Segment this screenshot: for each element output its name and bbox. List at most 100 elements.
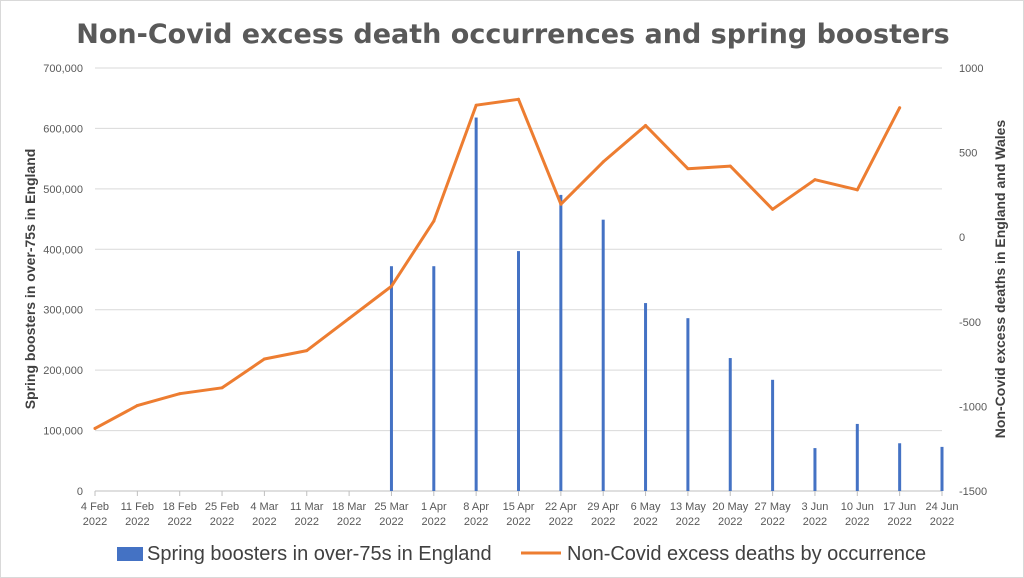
x-tick-label: 11 Mar (290, 501, 324, 513)
bar (517, 251, 520, 491)
line-point (389, 284, 393, 288)
bar (559, 194, 563, 491)
line-series-path (93, 97, 902, 430)
x-tick-label: 17 Jun (883, 501, 916, 513)
x-tick-year: 2022 (337, 516, 361, 528)
x-tick-year: 2022 (295, 516, 319, 528)
bar (644, 303, 648, 491)
line-point (644, 124, 648, 128)
bar (601, 219, 605, 491)
line-point (347, 316, 351, 320)
x-tick-label: 29 Apr (587, 501, 619, 513)
right-axis-title: Non-Covid excess deaths in England and W… (992, 120, 1008, 439)
legend-bar-swatch (117, 547, 143, 561)
right-tick-label: -500 (959, 317, 981, 329)
x-tick-label: 10 Jun (841, 501, 874, 513)
line-point (771, 207, 775, 211)
left-tick-label: 300,000 (43, 305, 83, 317)
line-point (93, 426, 97, 430)
x-tick-year: 2022 (887, 516, 911, 528)
x-tick-label: 3 Jun (801, 501, 828, 513)
line-point (898, 106, 902, 110)
x-tick-label: 27 May (755, 501, 792, 513)
x-tick-label: 25 Feb (205, 501, 239, 513)
line-point (432, 219, 436, 223)
legend-line-label: Non-Covid excess deaths by occurrence (567, 543, 926, 565)
bar-series (389, 117, 944, 492)
x-tick-year: 2022 (83, 516, 107, 528)
line-point (517, 97, 520, 101)
x-tick-label: 4 Feb (81, 501, 109, 513)
x-tick-year: 2022 (676, 516, 700, 528)
line-point (178, 392, 182, 396)
x-tick-year: 2022 (252, 516, 276, 528)
bar (898, 443, 902, 491)
bar (855, 423, 859, 491)
bar (728, 358, 732, 491)
line-point (474, 103, 478, 107)
x-tick-year: 2022 (845, 516, 869, 528)
bar (432, 266, 436, 491)
line-point (220, 386, 224, 390)
x-tick-label: 6 May (631, 501, 661, 513)
line-point (855, 188, 859, 192)
line-point (686, 167, 690, 171)
bar (813, 448, 817, 491)
x-tick-year: 2022 (760, 516, 784, 528)
x-tick-label: 4 Mar (250, 501, 278, 513)
x-tick-year: 2022 (930, 516, 954, 528)
left-tick-label: 600,000 (43, 123, 83, 135)
x-tick-label: 1 Apr (421, 501, 447, 513)
left-tick-label: 100,000 (43, 426, 83, 438)
bar (771, 379, 775, 491)
line-point (135, 404, 139, 408)
x-tick-year: 2022 (464, 516, 488, 528)
legend-bar-label: Spring boosters in over-75s in England (147, 543, 492, 565)
line-point (305, 349, 309, 353)
x-tick-label: 8 Apr (463, 501, 489, 513)
right-tick-label: 500 (959, 148, 977, 160)
x-tick-year: 2022 (422, 516, 446, 528)
left-tick-label: 400,000 (43, 244, 83, 256)
right-tick-label: -1000 (959, 401, 987, 413)
bar (686, 318, 690, 491)
right-tick-label: 0 (959, 232, 965, 244)
x-tick-year: 2022 (718, 516, 742, 528)
x-tick-label: 20 May (712, 501, 749, 513)
x-tick-label: 24 Jun (925, 501, 958, 513)
x-tick-year: 2022 (210, 516, 234, 528)
x-tick-year: 2022 (506, 516, 530, 528)
line-point (559, 202, 563, 206)
x-axis: 4 Feb 2022 11 Feb 2022 18 Feb 2022 25 Feb 2022 4… (81, 491, 959, 528)
line-point (262, 357, 266, 361)
line-point (728, 164, 732, 168)
left-tick-label: 200,000 (43, 365, 83, 377)
left-tick-label: 0 (77, 486, 83, 498)
x-tick-label: 18 Mar (332, 501, 367, 513)
x-tick-label: 15 Apr (503, 501, 535, 513)
right-tick-label: -1500 (959, 486, 987, 498)
x-tick-year: 2022 (167, 516, 191, 528)
x-tick-year: 2022 (633, 516, 657, 528)
right-tick-label: 1000 (959, 63, 983, 75)
left-axis-title: Spring boosters in over-75s in England (22, 149, 38, 410)
x-tick-label: 11 Feb (121, 501, 154, 513)
x-tick-year: 2022 (125, 516, 149, 528)
x-tick-label: 22 Apr (545, 501, 577, 513)
x-tick-year: 2022 (591, 516, 615, 528)
bar (940, 446, 944, 491)
x-tick-label: 18 Feb (163, 501, 197, 513)
legend: Spring boosters in over-75s in England N… (117, 543, 926, 565)
line-series (93, 97, 902, 430)
line-point (601, 160, 605, 164)
line-point (813, 178, 817, 182)
right-axis: -1500 -1000 -500 0 500 1000 (959, 63, 987, 498)
left-axis: 0 100,000 200,000 300,000 400,000 500,000 600,… (43, 63, 83, 498)
left-tick-label: 500,000 (43, 184, 83, 196)
bar (389, 266, 393, 491)
chart-title: Non-Covid excess death occurrences and s… (76, 19, 949, 50)
x-tick-year: 2022 (803, 516, 827, 528)
x-tick-label: 25 Mar (374, 501, 409, 513)
